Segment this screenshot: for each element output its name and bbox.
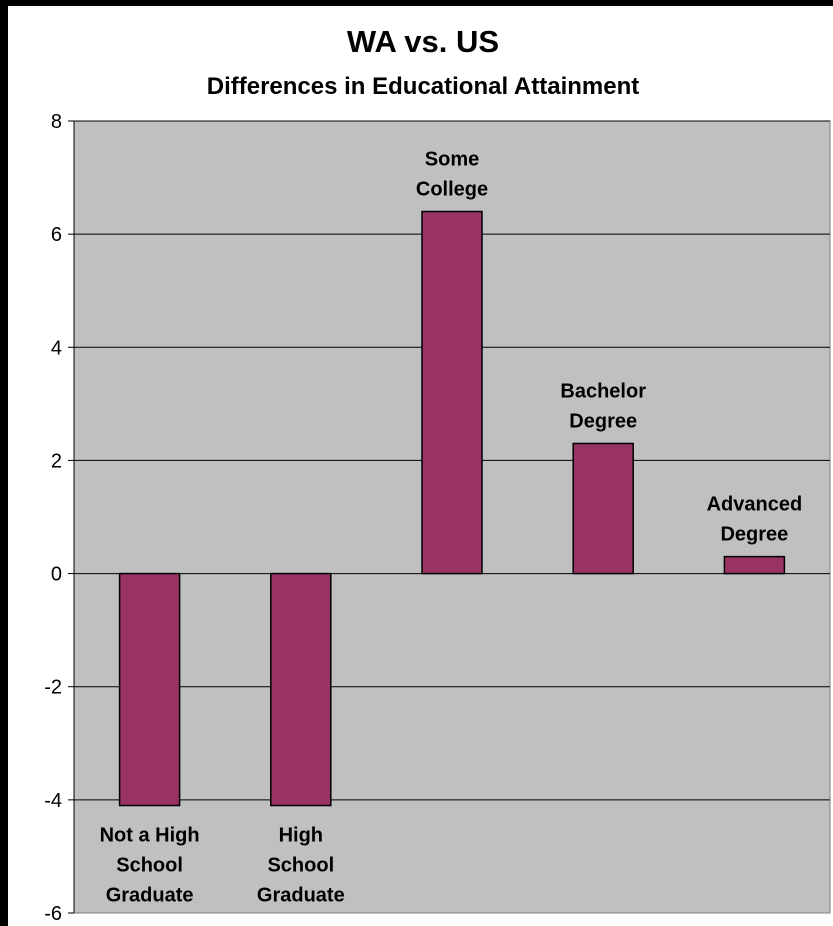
category-label: High School Graduate — [257, 825, 345, 907]
category-label-line: Degree — [569, 410, 637, 432]
bar — [572, 442, 634, 575]
chart: WA vs. US Differences in Educational Att… — [44, 24, 831, 925]
category-label-line: College — [416, 179, 488, 201]
category-label-line: Graduate — [257, 885, 345, 907]
category-label-line: Graduate — [106, 885, 194, 907]
y-tick-label: 4 — [51, 337, 62, 359]
category-label: Bachelor Degree — [560, 380, 646, 432]
category-label-line: Degree — [720, 524, 788, 546]
category-label: Not a High School Graduate — [100, 825, 200, 907]
y-tick-label: 0 — [51, 564, 62, 586]
y-tick-label: -6 — [44, 903, 62, 925]
category-label-line: High — [279, 825, 323, 847]
y-tick-label: 2 — [51, 450, 62, 472]
y-tick-label: 8 — [51, 111, 62, 133]
category-label-line: School — [116, 855, 183, 877]
y-tick-label: -2 — [44, 677, 62, 699]
category-label-line: School — [267, 855, 334, 877]
bar — [270, 572, 332, 807]
chart-title: WA vs. US — [347, 24, 499, 59]
bar — [723, 555, 786, 575]
chart-frame: WA vs. US Differences in Educational Att… — [8, 6, 833, 926]
bar — [421, 210, 483, 575]
category-label: Advanced Degree — [707, 494, 803, 546]
y-tick-label: -4 — [44, 790, 62, 812]
category-label: Some College — [416, 149, 488, 201]
chart-subtitle: Differences in Educational Attainment — [207, 73, 640, 100]
category-label-line: Some — [425, 149, 479, 171]
category-label-line: Bachelor — [560, 380, 646, 402]
bar — [118, 572, 181, 807]
category-label-line: Advanced — [707, 494, 803, 516]
category-label-line: Not a High — [100, 825, 200, 847]
y-tick-label: 6 — [51, 224, 62, 246]
